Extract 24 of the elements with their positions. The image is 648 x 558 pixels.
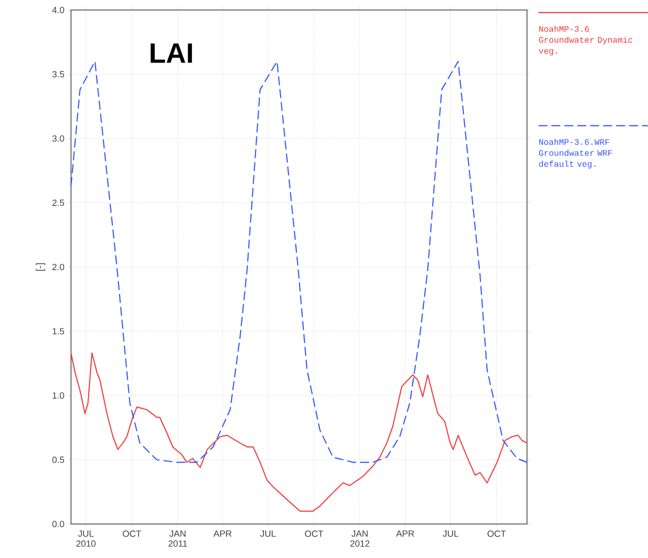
x-tick-label: JAN 2012	[350, 530, 370, 547]
x-tick-label: OCT	[304, 530, 324, 537]
line-series	[70, 352, 528, 512]
y-tick-label: 2.0	[52, 264, 64, 270]
y-tick-label: 4.0	[52, 6, 64, 14]
x-tick-label: JAN 2011	[168, 530, 187, 547]
y-axis-title: [-]	[36, 263, 46, 271]
y-tick-label: 2.5	[52, 200, 64, 206]
x-tick-label: JUL	[442, 530, 458, 537]
text: NoahMP-3.6 Groundwater Dynamic veg.	[538, 26, 632, 56]
y-tick-label: 0.0	[52, 520, 64, 528]
x-tick-label: JUL 2010	[76, 530, 96, 547]
y-tick-label: 0.5	[52, 456, 64, 463]
y-tick-label: 3.0	[52, 135, 64, 142]
x-tick-label: OCT	[488, 530, 506, 537]
x-tick-label: APR	[213, 530, 232, 537]
x-tick-label: APR	[396, 530, 414, 537]
text: LAI	[150, 44, 192, 63]
y-tick-label: 1.0	[52, 392, 64, 399]
text: NoahMP-3.6.WRF Groundwater WRF default veg.	[539, 138, 612, 168]
x-tick-label: JUL	[260, 530, 276, 537]
x-tick-label: OCT	[122, 530, 142, 537]
y-tick-label: 1.5	[52, 328, 64, 334]
y-tick-label: 3.5	[52, 71, 64, 78]
